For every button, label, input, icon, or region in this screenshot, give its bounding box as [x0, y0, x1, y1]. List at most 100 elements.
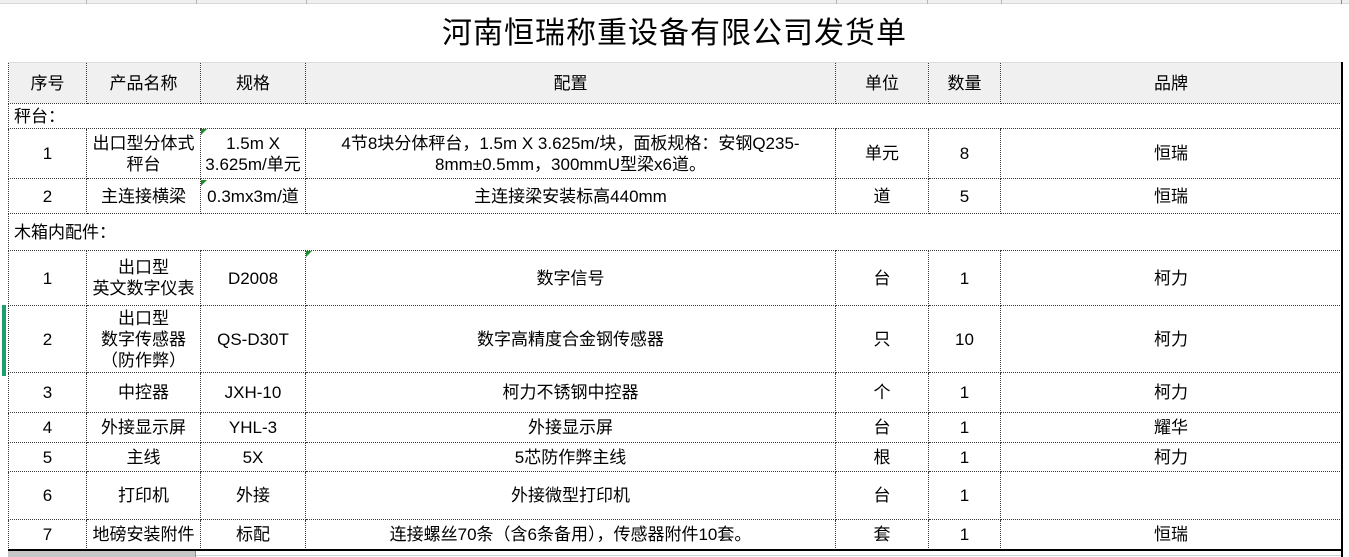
- cell-product[interactable]: 打印机: [86, 471, 201, 520]
- section-label-box-accessories[interactable]: 木箱内配件：: [8, 213, 1342, 251]
- cell-brand[interactable]: 恒瑞: [1000, 178, 1342, 214]
- table-row: 5 主线 5X 5芯防作弊主线 根 1 柯力: [8, 442, 1342, 472]
- section-row: 秤台：: [8, 103, 1342, 129]
- cell-qty[interactable]: 1: [928, 412, 1001, 443]
- column-header-qty[interactable]: 数量: [928, 62, 1001, 104]
- table-row: 1 出口型分体式 秤台 1.5m X 3.625m/单元 4节8块分体秤台，1.…: [8, 128, 1342, 179]
- column-header-spec[interactable]: 规格: [200, 62, 306, 104]
- cell-product[interactable]: 主连接横梁: [86, 178, 201, 214]
- cell-config[interactable]: 4节8块分体秤台，1.5m X 3.625m/块，面板规格：安钢Q235- 8m…: [305, 128, 836, 179]
- next-row-remnant: [8, 551, 195, 557]
- cell-qty[interactable]: 10: [928, 305, 1001, 373]
- cell-seq[interactable]: 2: [8, 178, 87, 214]
- cell-brand[interactable]: 耀华: [1000, 412, 1342, 443]
- cell-seq[interactable]: 1: [8, 128, 87, 179]
- cell-config[interactable]: 数字高精度合金钢传感器: [305, 305, 836, 373]
- gridline-strip: [0, 0, 1349, 4]
- cell-unit[interactable]: 台: [835, 471, 929, 520]
- cell-brand[interactable]: 柯力: [1000, 250, 1342, 306]
- cell-seq[interactable]: 1: [8, 250, 87, 306]
- cell-product[interactable]: 地磅安装附件: [86, 519, 201, 550]
- cell-product[interactable]: 出口型 英文数字仪表: [86, 250, 201, 306]
- cell-error-indicator-icon: [201, 180, 207, 186]
- delivery-note-table: 序号 产品名称 规格 配置 单位 数量 品牌 秤台： 1 出口型分体式 秤台 1…: [8, 62, 1342, 550]
- gridline-remnant: [196, 555, 1341, 556]
- cell-spec[interactable]: D2008: [200, 250, 306, 306]
- cell-unit[interactable]: 台: [835, 250, 929, 306]
- cell-unit[interactable]: 套: [835, 519, 929, 550]
- cell-config[interactable]: 数字信号: [305, 250, 836, 306]
- cell-unit[interactable]: 单元: [835, 128, 929, 179]
- grid-tick: [1341, 0, 1342, 4]
- cell-product[interactable]: 主线: [86, 442, 201, 472]
- cell-unit[interactable]: 根: [835, 442, 929, 472]
- cell-seq[interactable]: 4: [8, 412, 87, 443]
- cell-qty[interactable]: 1: [928, 519, 1001, 550]
- cell-config[interactable]: 外接微型打印机: [305, 471, 836, 520]
- cell-qty[interactable]: 1: [928, 372, 1001, 413]
- cell-seq[interactable]: 3: [8, 372, 87, 413]
- cell-qty[interactable]: 8: [928, 128, 1001, 179]
- cell-product[interactable]: 中控器: [86, 372, 201, 413]
- cell-unit[interactable]: 台: [835, 412, 929, 443]
- table-row: 4 外接显示屏 YHL-3 外接显示屏 台 1 耀华: [8, 412, 1342, 443]
- grid-tick: [196, 0, 197, 4]
- cell-seq[interactable]: 6: [8, 471, 87, 520]
- column-header-unit[interactable]: 单位: [835, 62, 929, 104]
- cell-brand[interactable]: 柯力: [1000, 442, 1342, 472]
- grid-tick: [927, 0, 928, 4]
- cell-product[interactable]: 出口型分体式 秤台: [86, 128, 201, 179]
- table-row: 2 出口型 数字传感器 （防作弊） QS-D30T 数字高精度合金钢传感器 只 …: [8, 305, 1342, 373]
- column-header-product[interactable]: 产品名称: [86, 62, 201, 104]
- cell-spec[interactable]: 5X: [200, 442, 306, 472]
- cell-spec[interactable]: YHL-3: [200, 412, 306, 443]
- cell-config[interactable]: 5芯防作弊主线: [305, 442, 836, 472]
- cell-spec[interactable]: 标配: [200, 519, 306, 550]
- grid-tick: [86, 0, 87, 4]
- cell-error-indicator-icon: [201, 129, 207, 135]
- column-header-seq[interactable]: 序号: [8, 62, 87, 104]
- table-row: 2 主连接横梁 0.3mx3m/道 主连接梁安装标高440mm 道 5 恒瑞: [8, 178, 1342, 214]
- cell-product[interactable]: 外接显示屏: [86, 412, 201, 443]
- cell-spec[interactable]: 0.3mx3m/道: [200, 178, 306, 214]
- column-header-config[interactable]: 配置: [305, 62, 836, 104]
- grid-tick: [306, 0, 307, 4]
- section-row: 木箱内配件：: [8, 213, 1342, 251]
- cell-seq[interactable]: 5: [8, 442, 87, 472]
- grid-tick: [195, 551, 196, 557]
- cell-brand[interactable]: 柯力: [1000, 372, 1342, 413]
- table-row: 3 中控器 JXH-10 柯力不锈钢中控器 个 1 柯力: [8, 372, 1342, 413]
- header-row: 序号 产品名称 规格 配置 单位 数量 品牌: [8, 62, 1342, 104]
- page-right-border: [1341, 62, 1343, 557]
- cell-config[interactable]: 外接显示屏: [305, 412, 836, 443]
- cell-error-indicator-icon: [306, 251, 312, 257]
- cell-unit[interactable]: 个: [835, 372, 929, 413]
- cell-qty[interactable]: 5: [928, 178, 1001, 214]
- cell-seq[interactable]: 7: [8, 519, 87, 550]
- cell-product[interactable]: 出口型 数字传感器 （防作弊）: [86, 305, 201, 373]
- cell-brand[interactable]: 恒瑞: [1000, 519, 1342, 550]
- page-bottom-border: [8, 549, 1343, 551]
- cell-brand[interactable]: [1000, 471, 1342, 520]
- cell-config[interactable]: 主连接梁安装标高440mm: [305, 178, 836, 214]
- cell-spec[interactable]: QS-D30T: [200, 305, 306, 373]
- table-row: 7 地磅安装附件 标配 连接螺丝70条（含6条备用），传感器附件10套。 套 1…: [8, 519, 1342, 550]
- cell-unit[interactable]: 道: [835, 178, 929, 214]
- table-row: 1 出口型 英文数字仪表 D2008 数字信号 台 1 柯力: [8, 250, 1342, 306]
- cell-config[interactable]: 连接螺丝70条（含6条备用），传感器附件10套。: [305, 519, 836, 550]
- cell-seq[interactable]: 2: [8, 305, 87, 373]
- cell-qty[interactable]: 1: [928, 250, 1001, 306]
- cell-spec[interactable]: JXH-10: [200, 372, 306, 413]
- section-label-platform[interactable]: 秤台：: [8, 103, 1342, 129]
- column-header-brand[interactable]: 品牌: [1000, 62, 1342, 104]
- cell-brand[interactable]: 柯力: [1000, 305, 1342, 373]
- cell-spec[interactable]: 外接: [200, 471, 306, 520]
- cell-config[interactable]: 柯力不锈钢中控器: [305, 372, 836, 413]
- cell-qty[interactable]: 1: [928, 471, 1001, 520]
- cell-unit[interactable]: 只: [835, 305, 929, 373]
- cell-brand[interactable]: 恒瑞: [1000, 128, 1342, 179]
- cell-spec[interactable]: 1.5m X 3.625m/单元: [200, 128, 306, 179]
- table-row: 6 打印机 外接 外接微型打印机 台 1: [8, 471, 1342, 520]
- cell-qty[interactable]: 1: [928, 442, 1001, 472]
